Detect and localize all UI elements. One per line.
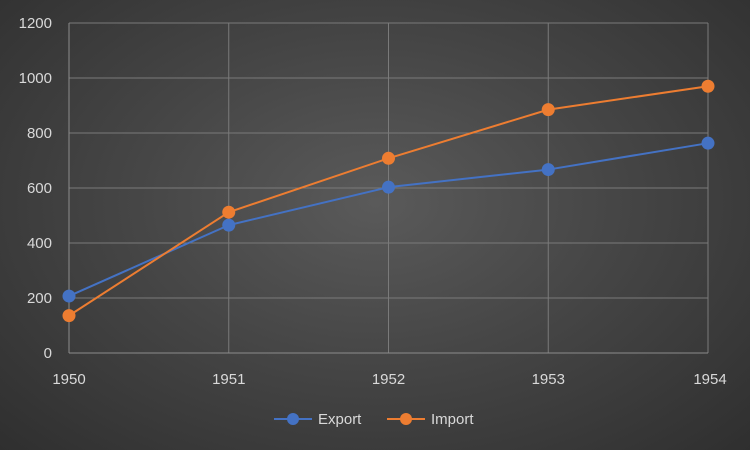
y-tick-label: 400	[27, 235, 52, 252]
x-tick-label: 1953	[532, 371, 565, 388]
data-point-import	[541, 103, 555, 117]
y-tick-label: 600	[27, 180, 52, 197]
series-import	[62, 79, 715, 323]
x-tick-label: 1954	[693, 371, 726, 388]
data-point-export	[382, 180, 395, 194]
legend-label: Import	[431, 411, 474, 428]
data-point-export	[541, 163, 555, 177]
legend-swatch-marker	[400, 413, 412, 425]
data-point-export	[222, 218, 236, 232]
legend-swatch-marker	[287, 413, 299, 425]
x-tick-label: 1950	[52, 371, 85, 388]
legend-item-import: Import	[387, 411, 474, 428]
data-point-export	[62, 289, 76, 303]
data-point-import	[62, 309, 76, 323]
y-axis-tick-labels: 0 200 400 600 800 1000 1200	[19, 15, 52, 362]
legend-item-export: Export	[274, 411, 362, 428]
grid	[68, 22, 709, 353]
series	[62, 79, 715, 323]
y-tick-label: 200	[27, 290, 52, 307]
x-tick-label: 1951	[212, 371, 245, 388]
y-tick-label: 1000	[19, 70, 52, 87]
data-point-import	[382, 151, 395, 165]
x-tick-label: 1952	[372, 371, 405, 388]
data-point-export	[701, 136, 715, 150]
legend-label: Export	[318, 411, 362, 428]
y-tick-label: 800	[27, 125, 52, 142]
series-export	[62, 136, 715, 303]
x-axis-tick-labels: 1950 1951 1952 1953 1954	[52, 371, 726, 388]
y-tick-label: 0	[44, 345, 52, 362]
legend: Export Import	[274, 411, 474, 428]
data-point-import	[222, 205, 236, 219]
data-point-import	[701, 79, 715, 93]
y-tick-label: 1200	[19, 15, 52, 32]
